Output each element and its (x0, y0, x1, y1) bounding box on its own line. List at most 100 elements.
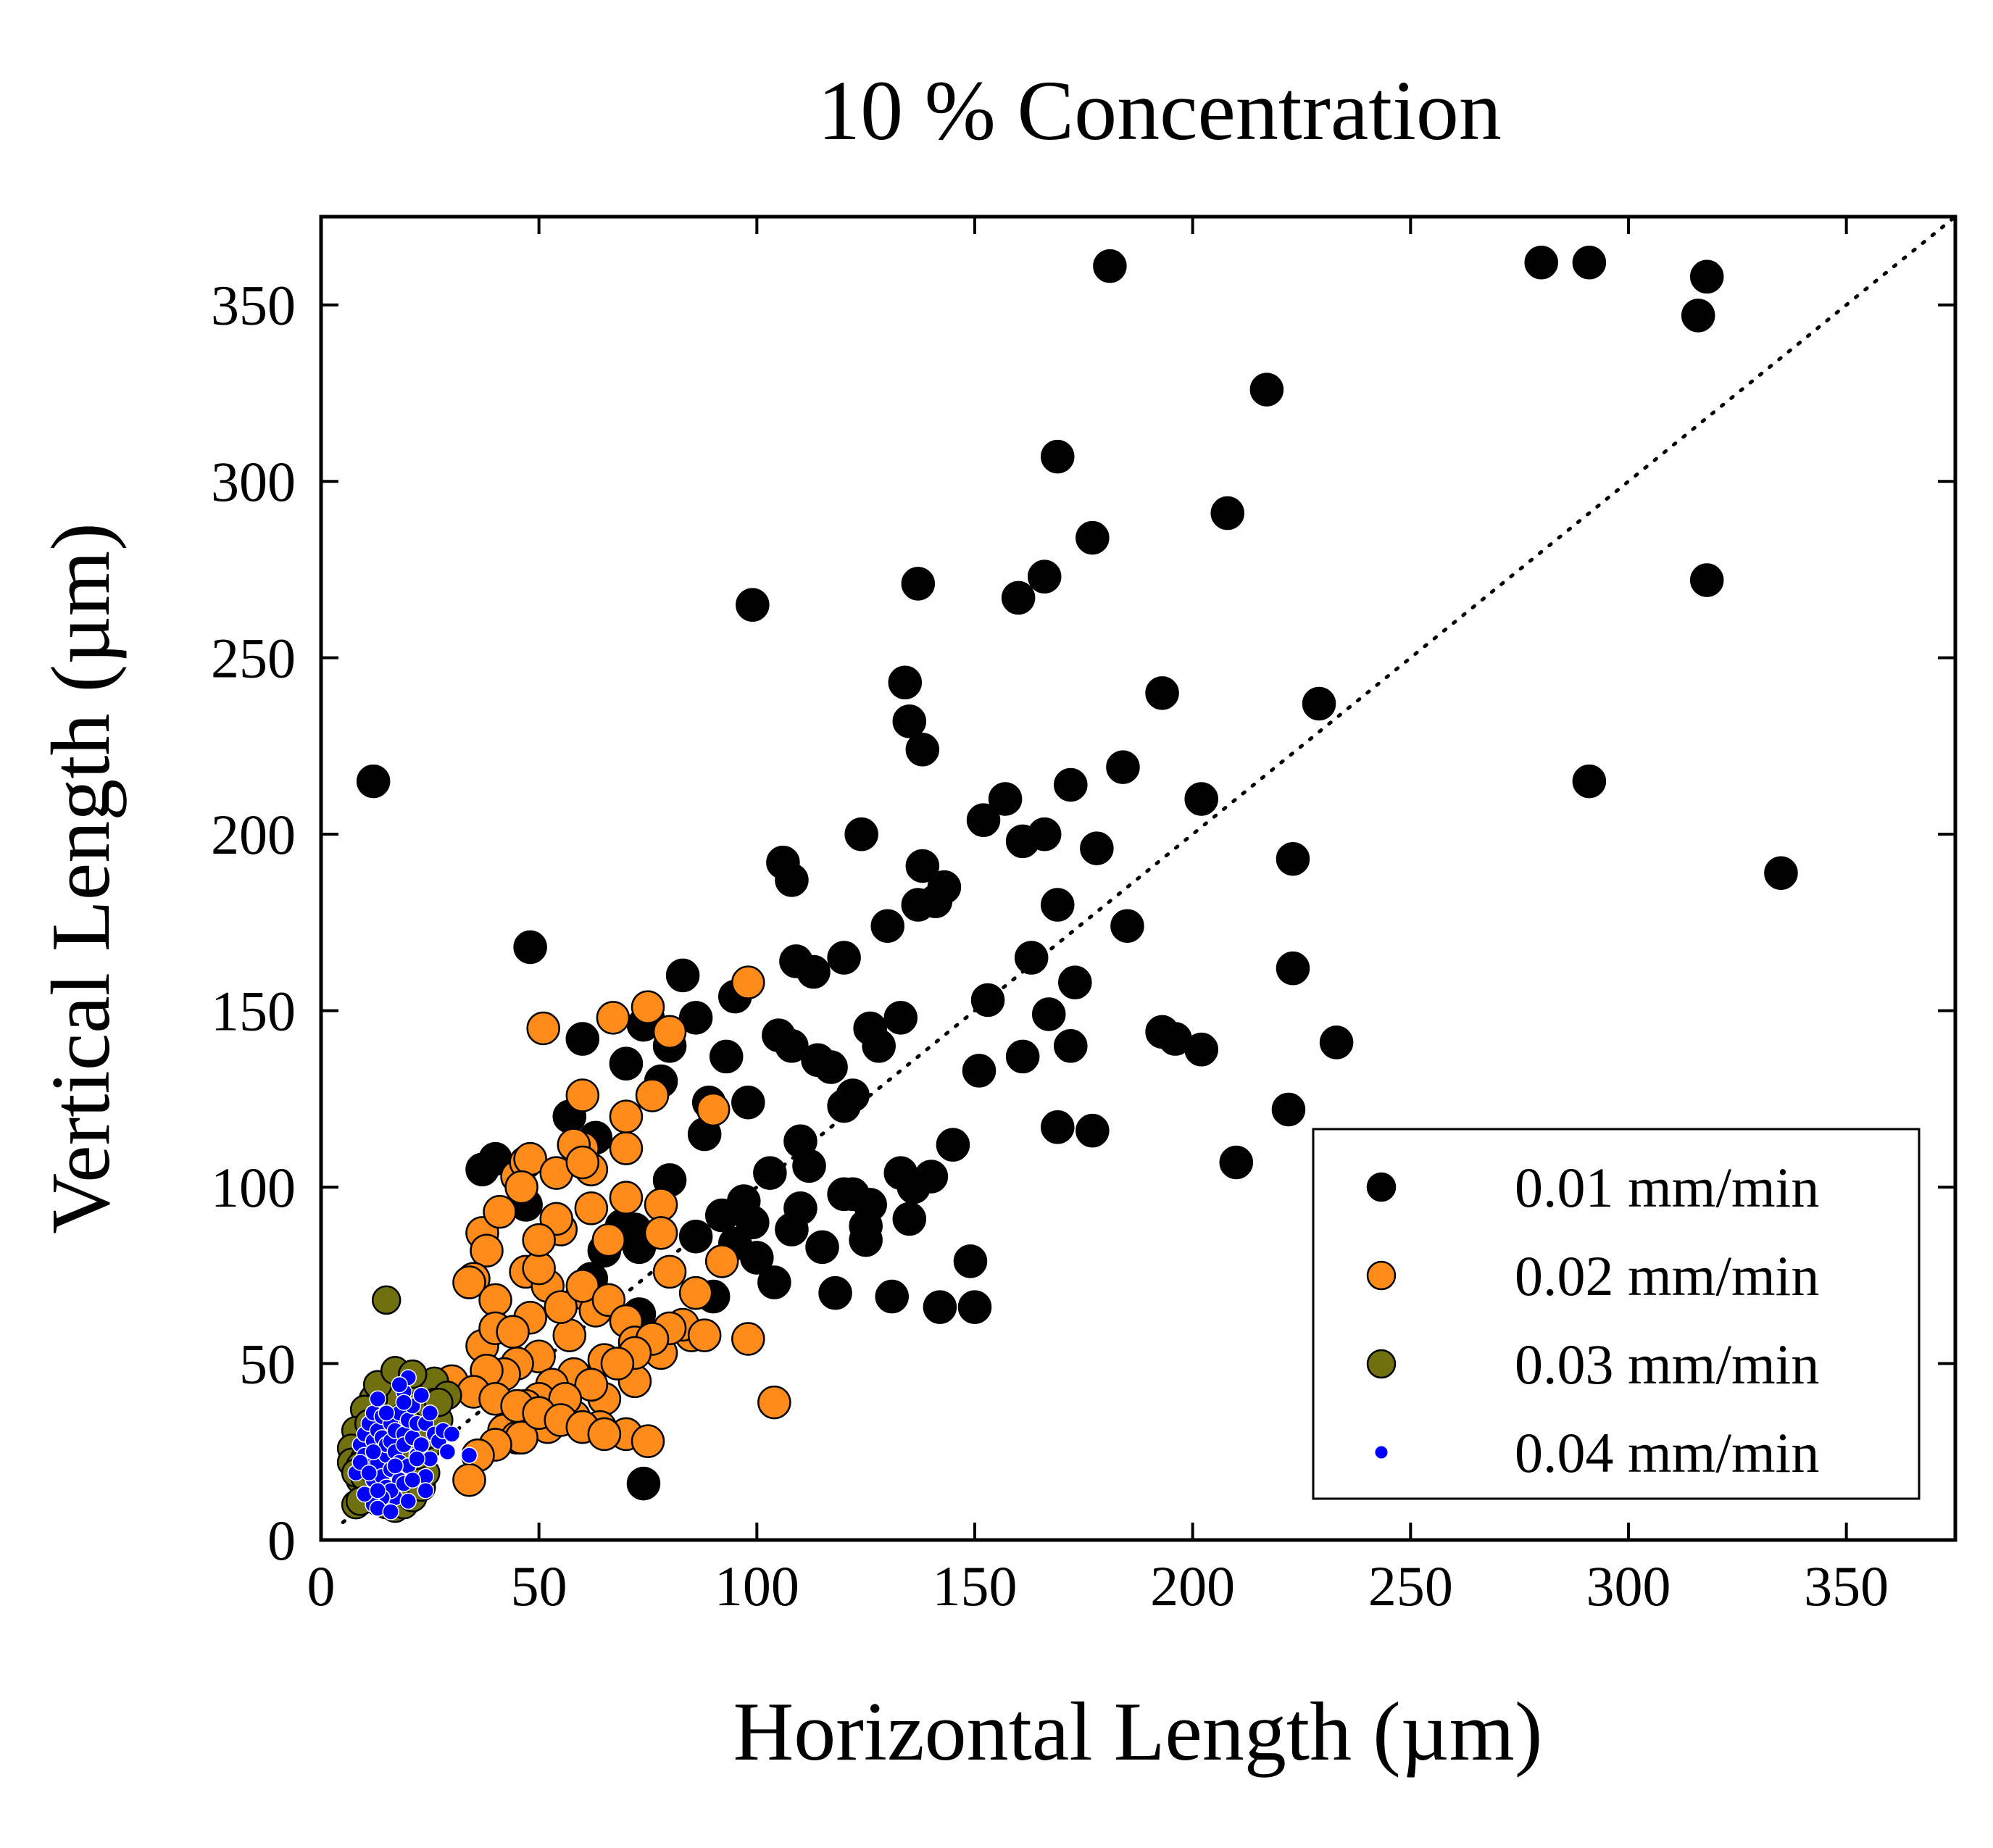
data-point (452, 1265, 486, 1299)
data-point (731, 1322, 765, 1356)
data-point (966, 803, 1001, 837)
data-point (412, 1386, 430, 1404)
x-tick-label: 300 (1586, 1554, 1671, 1618)
data-point (1219, 1145, 1254, 1180)
data-point (814, 1050, 848, 1084)
legend-label: 0.01 mm/min (1515, 1156, 1819, 1219)
data-point (731, 1085, 765, 1120)
series-2 (435, 965, 791, 1497)
data-point (565, 1022, 600, 1056)
data-point (365, 1443, 382, 1461)
data-point (1054, 1029, 1088, 1063)
data-point (652, 1015, 687, 1049)
data-point (587, 1417, 622, 1452)
data-point (818, 1275, 852, 1310)
legend-label: 0.02 mm/min (1515, 1244, 1819, 1307)
data-point (1572, 764, 1607, 799)
x-tick-label: 150 (933, 1554, 1018, 1618)
data-point (483, 1194, 517, 1229)
data-point (1031, 997, 1066, 1031)
data-point (805, 1230, 839, 1265)
legend-label: 0.04 mm/min (1515, 1421, 1819, 1484)
x-tick-label: 0 (307, 1554, 336, 1618)
legend-marker (1366, 1260, 1397, 1291)
legend-marker (1374, 1445, 1389, 1460)
data-point (775, 863, 809, 897)
data-point (844, 817, 878, 852)
data-point (862, 1029, 896, 1063)
data-point (678, 1275, 713, 1310)
data-point (796, 954, 831, 989)
data-point (470, 1233, 504, 1268)
data-point (953, 1244, 988, 1278)
data-point (369, 1482, 386, 1499)
data-point (792, 1149, 826, 1183)
data-point (1093, 249, 1127, 283)
data-point (1184, 1032, 1218, 1067)
y-tick-label: 50 (239, 1333, 296, 1396)
data-point (1689, 563, 1724, 597)
data-point (731, 965, 765, 999)
data-point (391, 1375, 408, 1394)
data-point (775, 1029, 809, 1063)
legend: 0.01 mm/min 0.02 mm/min 0.03 mm/min 0.04 mm… (1312, 1128, 1921, 1500)
data-point (544, 1290, 578, 1324)
data-point (1145, 1015, 1179, 1049)
data-point (609, 1046, 644, 1081)
plot-frame (319, 215, 1957, 1542)
data-point (574, 1368, 609, 1402)
data-point (687, 1318, 722, 1352)
data-point (1041, 888, 1075, 922)
data-point (888, 665, 923, 700)
data-point (678, 1219, 713, 1254)
data-point (417, 1482, 435, 1499)
data-point (631, 1424, 665, 1458)
data-point (1572, 246, 1607, 280)
data-point (522, 1223, 556, 1257)
x-tick-label: 350 (1804, 1554, 1889, 1618)
data-point (1249, 372, 1284, 407)
data-point (1041, 439, 1075, 474)
data-point (827, 941, 861, 975)
data-point (1080, 831, 1114, 865)
data-point (923, 1290, 957, 1324)
data-point (443, 1425, 461, 1443)
x-tick-label: 100 (715, 1554, 799, 1618)
y-axis-label: Vertical Length (µm) (35, 523, 128, 1234)
data-point (478, 1283, 512, 1318)
data-point (1184, 782, 1218, 816)
data-point (404, 1471, 422, 1489)
data-point (408, 1450, 426, 1468)
data-point (369, 1390, 386, 1407)
data-point (905, 733, 940, 767)
data-point (1524, 246, 1558, 280)
data-point (609, 1131, 644, 1165)
data-point (526, 1011, 560, 1046)
data-point (957, 1290, 992, 1324)
data-point (753, 1156, 787, 1190)
data-point (635, 1078, 670, 1112)
data-point (775, 1212, 809, 1246)
data-point (1027, 559, 1062, 594)
data-point (901, 888, 936, 922)
data-point (1106, 750, 1140, 784)
data-point (609, 1181, 644, 1215)
data-point (665, 958, 700, 993)
data-point (901, 567, 936, 601)
x-axis-ticks: 0 50 100 150 200 250 300 350 (307, 217, 1889, 1618)
data-point (757, 1385, 791, 1420)
x-tick-label: 200 (1150, 1554, 1235, 1618)
data-point (757, 1265, 791, 1299)
series-1 (356, 246, 1798, 1501)
y-tick-label: 0 (267, 1509, 296, 1572)
data-point (591, 1223, 626, 1257)
data-point (371, 1285, 401, 1315)
data-point (892, 704, 927, 738)
data-point (565, 1269, 600, 1303)
data-point (1210, 496, 1245, 530)
x-axis-label: Horizontal Length (µm) (733, 1686, 1543, 1778)
data-point (1276, 951, 1310, 986)
data-point (382, 1503, 399, 1520)
x-tick-label: 250 (1368, 1554, 1453, 1618)
data-point (552, 1318, 587, 1352)
